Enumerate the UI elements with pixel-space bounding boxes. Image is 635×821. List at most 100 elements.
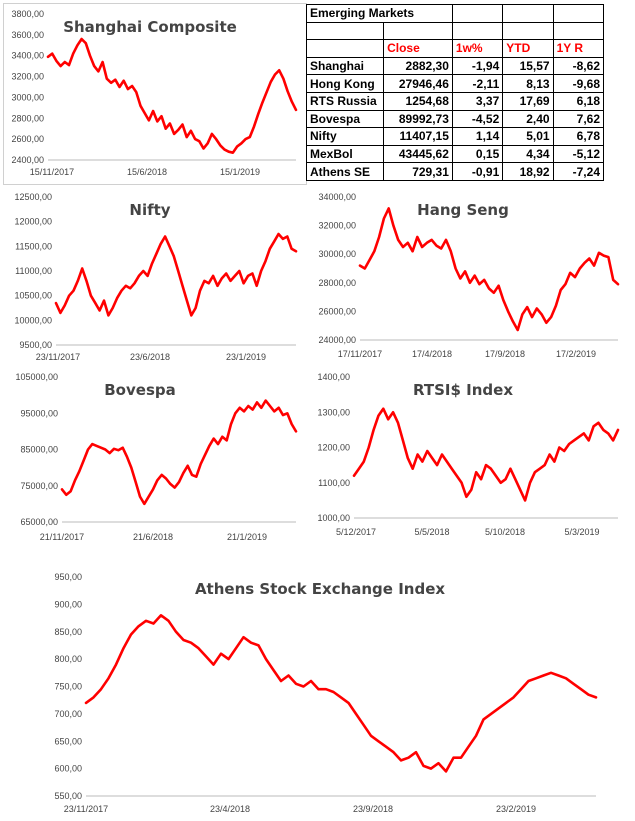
y-tick-label: 12000,00: [14, 217, 52, 227]
market-1w: -1,94: [451, 56, 504, 76]
market-ytd: 8,13: [502, 74, 554, 93]
y-tick-label: 1300,00: [317, 407, 350, 417]
hangseng-chart-svg: Hang Seng 24000,00 26000,00 28000,00 30000,…: [318, 192, 620, 359]
x-tick-label: 5/3/2019: [564, 527, 599, 537]
shanghai-chart: Shanghai Composite 2400,00 2600,00 2800,00…: [0, 0, 310, 190]
header-1w: 1w%: [451, 39, 504, 58]
market-1w: 0,15: [451, 144, 504, 164]
y-tick-label: 900,00: [54, 599, 82, 609]
bovespa-chart: Bovespa 65000,00 75000,00 85000,00 95000,00…: [0, 365, 310, 555]
x-tick-label: 23/11/2017: [36, 352, 80, 362]
athens-chart: Athens Stock Exchange Index 550,00 600,00…: [0, 560, 635, 821]
market-1w: -0,91: [451, 162, 504, 181]
market-ytd: 5,01: [502, 127, 554, 146]
y-tick-label: 3400,00: [11, 51, 44, 61]
y-tick-label: 32000,00: [318, 221, 356, 231]
market-1y: -7,24: [552, 162, 605, 181]
y-tick-label: 30000,00: [318, 249, 356, 259]
header-ytd: YTD: [502, 39, 554, 58]
nifty-chart: Nifty 9500,00 10000,00 10500,00 11000,00 115…: [0, 185, 310, 375]
y-tick-label: 1000,00: [317, 513, 350, 523]
market-close: 89992,73: [383, 109, 453, 129]
market-1w: 3,37: [451, 91, 504, 111]
y-tick-label: 1400,00: [317, 372, 350, 382]
table-spacer-row: [305, 21, 605, 41]
table-row: Shanghai 2882,30 -1,94 15,57 -8,62: [305, 56, 605, 76]
x-tick-label: 15/6/2018: [127, 167, 167, 177]
market-name: Athens SE: [305, 162, 385, 181]
y-tick-label: 65000,00: [20, 517, 58, 527]
header-name: [305, 39, 385, 58]
y-tick-label: 750,00: [54, 682, 82, 692]
market-1y: -5,12: [552, 144, 605, 164]
series-line: [352, 407, 620, 502]
table-title-row: Emerging Markets: [306, 4, 605, 23]
market-close: 1254,68: [383, 91, 453, 111]
y-tick-label: 1200,00: [317, 443, 350, 453]
market-close: 11407,15: [383, 127, 453, 146]
x-tick-label: 23/4/2018: [210, 804, 250, 814]
y-tick-label: 85000,00: [20, 445, 58, 455]
x-tick-label: 23/6/2018: [130, 352, 170, 362]
x-tick-label: 5/10/2018: [485, 527, 525, 537]
x-tick-label: 17/11/2017: [338, 349, 382, 359]
market-close: 27946,46: [383, 74, 453, 93]
x-tick-label: 17/9/2018: [485, 349, 525, 359]
chart-title: Nifty: [129, 201, 170, 219]
y-tick-label: 3600,00: [11, 30, 44, 40]
market-name: Hong Kong: [305, 74, 385, 93]
athens-chart-svg: Athens Stock Exchange Index 550,00 600,00…: [54, 572, 598, 814]
market-ytd: 15,57: [502, 56, 554, 76]
y-tick-label: 800,00: [54, 654, 82, 664]
x-tick-label: 5/12/2017: [336, 527, 376, 537]
x-tick-label: 5/5/2018: [414, 527, 449, 537]
rts-chart-svg: RTSI$ Index 1000,00 1100,00 1200,00 1300,00…: [317, 372, 620, 537]
y-tick-label: 26000,00: [318, 306, 356, 316]
x-tick-label: 21/1/2019: [227, 532, 267, 542]
y-tick-label: 650,00: [54, 736, 82, 746]
y-tick-label: 11500,00: [15, 241, 52, 251]
y-tick-label: 700,00: [54, 709, 82, 719]
header-close: Close: [383, 39, 453, 58]
market-1w: -2,11: [451, 74, 504, 93]
chart-title: Athens Stock Exchange Index: [195, 580, 445, 598]
y-tick-label: 950,00: [54, 572, 82, 582]
market-name: Bovespa: [305, 109, 385, 129]
hangseng-chart: Hang Seng 24000,00 26000,00 28000,00 30000,…: [310, 185, 630, 375]
table-row: Hong Kong 27946,46 -2,11 8,13 -9,68: [305, 74, 605, 93]
x-tick-label: 15/1/2019: [220, 167, 260, 177]
header-1y: 1Y R: [552, 39, 605, 58]
market-ytd: 4,34: [502, 144, 554, 164]
bovespa-chart-svg: Bovespa 65000,00 75000,00 85000,00 95000,00…: [15, 372, 298, 542]
y-tick-label: 75000,00: [20, 481, 58, 491]
market-close: 729,31: [383, 162, 453, 181]
market-ytd: 17,69: [502, 91, 554, 111]
y-tick-label: 3200,00: [11, 72, 44, 82]
market-name: RTS Russia: [305, 91, 385, 111]
y-tick-label: 550,00: [54, 791, 82, 801]
y-tick-label: 34000,00: [318, 192, 356, 202]
y-tick-label: 11000,00: [15, 266, 52, 276]
x-tick-label: 17/4/2018: [412, 349, 452, 359]
market-ytd: 18,92: [502, 162, 554, 181]
x-tick-label: 21/11/2017: [40, 532, 84, 542]
series-line: [84, 613, 598, 773]
y-tick-label: 10500,00: [14, 291, 52, 301]
chart-title: RTSI$ Index: [413, 381, 513, 399]
x-tick-label: 17/2/2019: [556, 349, 596, 359]
market-1y: 6,18: [552, 91, 605, 111]
table-row: Bovespa 89992,73 -4,52 2,40 7,62: [305, 109, 605, 129]
market-name: Nifty: [305, 127, 385, 146]
x-tick-label: 23/11/2017: [64, 804, 108, 814]
x-tick-label: 23/1/2019: [226, 352, 266, 362]
y-tick-label: 2800,00: [11, 113, 44, 123]
table-row: RTS Russia 1254,68 3,37 17,69 6,18: [305, 91, 605, 111]
y-tick-label: 9500,00: [19, 340, 52, 350]
market-close: 43445,62: [383, 144, 453, 164]
market-1y: -9,68: [552, 74, 605, 93]
table-title: Emerging Markets: [306, 4, 453, 23]
y-tick-label: 105000,00: [15, 372, 58, 382]
table-header-row: Close 1w% YTD 1Y R: [305, 39, 605, 58]
y-tick-label: 10000,00: [14, 315, 52, 325]
nifty-chart-svg: Nifty 9500,00 10000,00 10500,00 11000,00 115…: [14, 192, 298, 362]
